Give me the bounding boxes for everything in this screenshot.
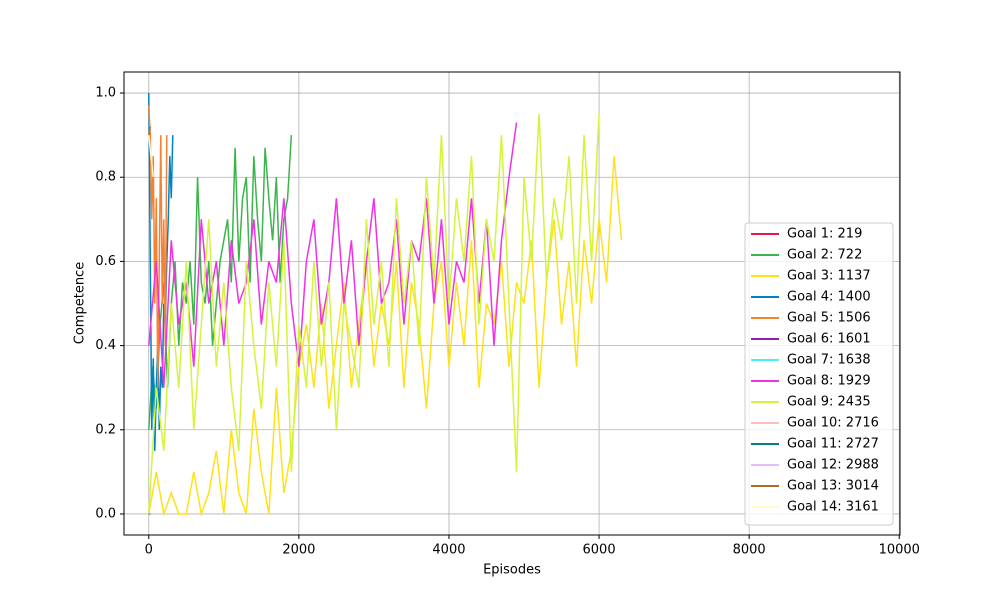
- x-axis-label: Episodes: [483, 563, 541, 578]
- y-tick-label: 0.0: [95, 506, 116, 521]
- legend-label: Goal 2: 722: [787, 248, 862, 263]
- series-line: [148, 114, 600, 514]
- legend-label: Goal 9: 2435: [787, 395, 871, 410]
- x-tick-label: 10000: [879, 543, 920, 558]
- series-line: [148, 135, 293, 430]
- y-tick-label: 0.4: [95, 338, 116, 353]
- y-tick-label: 0.8: [95, 170, 116, 185]
- legend-label: Goal 12: 2988: [787, 458, 879, 473]
- x-tick-label: 8000: [733, 543, 766, 558]
- legend-label: Goal 5: 1506: [787, 311, 871, 326]
- y-tick-label: 1.0: [95, 86, 116, 101]
- series-line: [148, 126, 152, 136]
- plot-lines: [148, 93, 623, 517]
- plot-frame: [123, 71, 901, 536]
- legend-box: [744, 222, 894, 526]
- y-tick-label: 0.6: [95, 254, 116, 269]
- legend-label: Goal 1: 219: [787, 227, 862, 242]
- legend-label: Goal 8: 1929: [787, 374, 871, 389]
- legend-label: Goal 4: 1400: [787, 290, 871, 305]
- y-tick-label: 0.2: [95, 422, 116, 437]
- y-axis-label: Competence: [73, 262, 88, 344]
- legend-label: Goal 3: 1137: [787, 269, 871, 284]
- legend-label: Goal 6: 1601: [787, 332, 871, 347]
- legend-label: Goal 10: 2716: [787, 416, 879, 431]
- legend-label: Goal 11: 2727: [787, 437, 879, 452]
- x-tick-label: 0: [145, 543, 153, 558]
- series-line: [148, 105, 168, 388]
- x-tick-label: 6000: [583, 543, 616, 558]
- series-line: [148, 122, 518, 388]
- series-line: [148, 135, 155, 178]
- x-tick-label: 2000: [282, 543, 315, 558]
- series-line: [148, 93, 174, 451]
- legend-label: Goal 14: 3161: [787, 500, 879, 515]
- x-tick-label: 4000: [432, 543, 465, 558]
- legend-label: Goal 7: 1638: [787, 353, 871, 368]
- legend-label: Goal 13: 3014: [787, 479, 879, 494]
